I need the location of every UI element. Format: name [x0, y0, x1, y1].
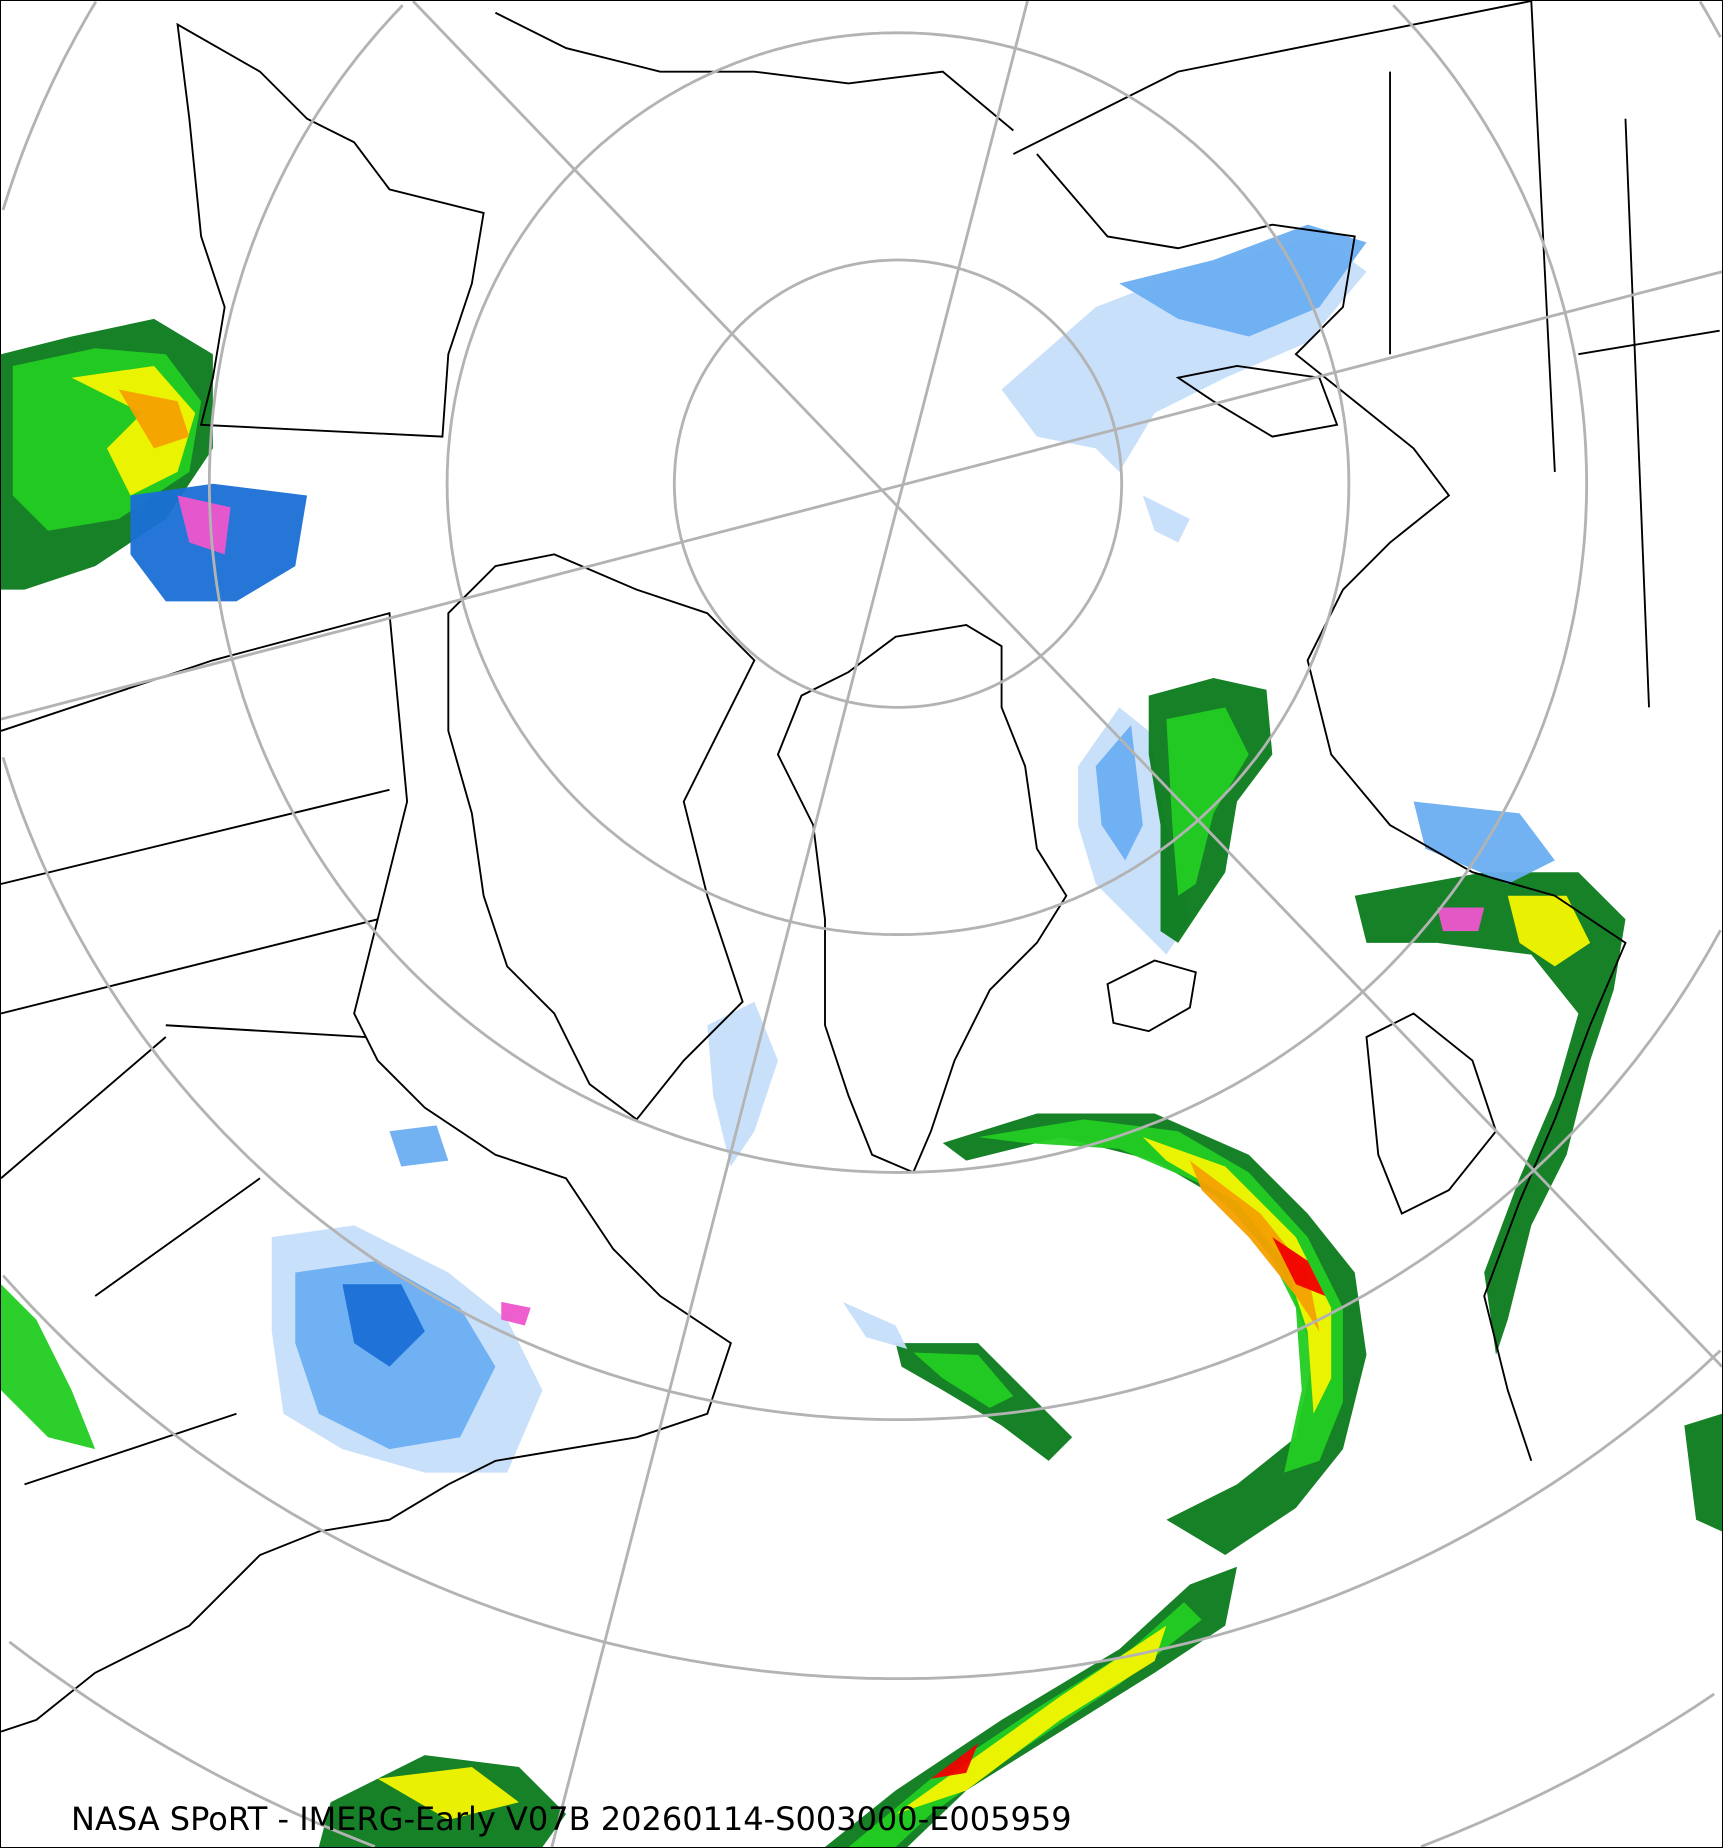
latitude-circle — [672, 258, 1124, 709]
precipitation-area — [825, 1566, 1238, 1847]
coastline — [1175, 365, 1339, 438]
political-border — [1624, 118, 1650, 708]
precipitation-area — [1507, 895, 1591, 967]
coastline — [1365, 1012, 1498, 1215]
precipitation-area — [177, 495, 231, 555]
latitude-circle — [8, 1640, 1716, 1847]
precipitation-area — [930, 1743, 979, 1779]
precipitation-area — [1189, 1160, 1320, 1332]
political-border — [1, 788, 390, 885]
precipitation-area — [842, 1301, 908, 1350]
coastline — [1012, 1, 1532, 155]
precipitation-area — [501, 1301, 531, 1326]
meridian-line — [1, 270, 1722, 721]
coastline — [176, 22, 485, 438]
coastline — [1, 611, 732, 1733]
precipitation-area — [1166, 707, 1249, 896]
precipitation-area — [71, 365, 196, 496]
latitude-circle — [207, 4, 1589, 1174]
precipitation-area — [1684, 1413, 1722, 1532]
precipitation-area — [1142, 495, 1190, 543]
meridian-line — [411, 1, 1722, 1368]
coastline — [447, 553, 756, 1121]
political-border — [1, 918, 378, 1015]
coastline — [1106, 959, 1197, 1033]
precipitation-area — [118, 389, 190, 449]
precipitation-area — [1437, 907, 1485, 932]
coastline — [494, 11, 1014, 132]
precipitation-area — [389, 1125, 449, 1167]
latitude-circle — [445, 31, 1351, 937]
political-border — [1, 1036, 167, 1180]
precipitation-area — [342, 1284, 425, 1367]
precipitation-area — [377, 1766, 519, 1820]
latitude-circle — [1, 1, 1722, 1422]
coastline — [776, 623, 1068, 1174]
political-border — [1530, 1, 1556, 472]
precipitation-area — [1354, 872, 1626, 1355]
meridian-line — [550, 1, 1029, 1847]
precipitation-area — [1, 1284, 96, 1450]
precipitation-area — [1119, 224, 1367, 337]
map-caption: NASA SPoRT - IMERG-Early V07B 20260114-S… — [71, 1800, 1072, 1838]
political-border — [165, 1024, 366, 1038]
precipitation-area — [1095, 725, 1143, 861]
precipitation-area — [913, 1352, 1014, 1408]
precipitation-area — [895, 1625, 1167, 1815]
precipitation-area — [1272, 1237, 1326, 1297]
precipitation-layer — [1, 224, 1722, 1847]
coastlines-layer — [1, 1, 1720, 1733]
political-border — [24, 1412, 237, 1486]
latitude-circle — [2, 1274, 1722, 1681]
political-border — [94, 1177, 261, 1297]
political-border — [1578, 329, 1720, 356]
